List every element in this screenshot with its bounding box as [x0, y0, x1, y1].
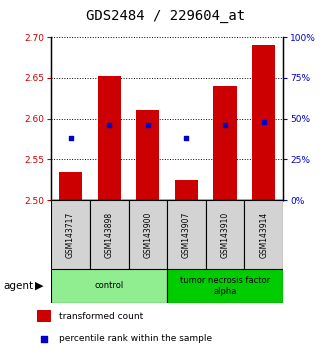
- Text: control: control: [95, 281, 124, 290]
- Bar: [136, 110, 160, 200]
- Text: ▶: ▶: [35, 281, 43, 291]
- Bar: [167, 269, 283, 303]
- Bar: [37, 310, 51, 322]
- Point: [68, 135, 73, 141]
- Text: percentile rank within the sample: percentile rank within the sample: [59, 334, 212, 343]
- Bar: [51, 269, 167, 303]
- Bar: [98, 76, 121, 200]
- Bar: [252, 45, 275, 200]
- Bar: [90, 200, 128, 269]
- Text: GSM143898: GSM143898: [105, 211, 114, 258]
- Bar: [213, 86, 237, 200]
- Bar: [128, 200, 167, 269]
- Bar: [51, 200, 90, 269]
- Text: tumor necrosis factor
alpha: tumor necrosis factor alpha: [180, 276, 270, 296]
- Text: GSM143914: GSM143914: [259, 211, 268, 258]
- Point: [41, 336, 47, 341]
- Bar: [206, 200, 244, 269]
- Text: GSM143907: GSM143907: [182, 211, 191, 258]
- Bar: [167, 200, 206, 269]
- Bar: [175, 180, 198, 200]
- Point: [145, 122, 151, 128]
- Point: [107, 122, 112, 128]
- Text: agent: agent: [3, 281, 33, 291]
- Bar: [59, 172, 82, 200]
- Text: GSM143900: GSM143900: [143, 211, 152, 258]
- Point: [261, 119, 266, 125]
- Text: GSM143717: GSM143717: [66, 211, 75, 258]
- Point: [222, 122, 228, 128]
- Text: GSM143910: GSM143910: [220, 211, 230, 258]
- Text: transformed count: transformed count: [59, 312, 143, 321]
- Point: [184, 135, 189, 141]
- Text: GDS2484 / 229604_at: GDS2484 / 229604_at: [86, 9, 245, 23]
- Bar: [244, 200, 283, 269]
